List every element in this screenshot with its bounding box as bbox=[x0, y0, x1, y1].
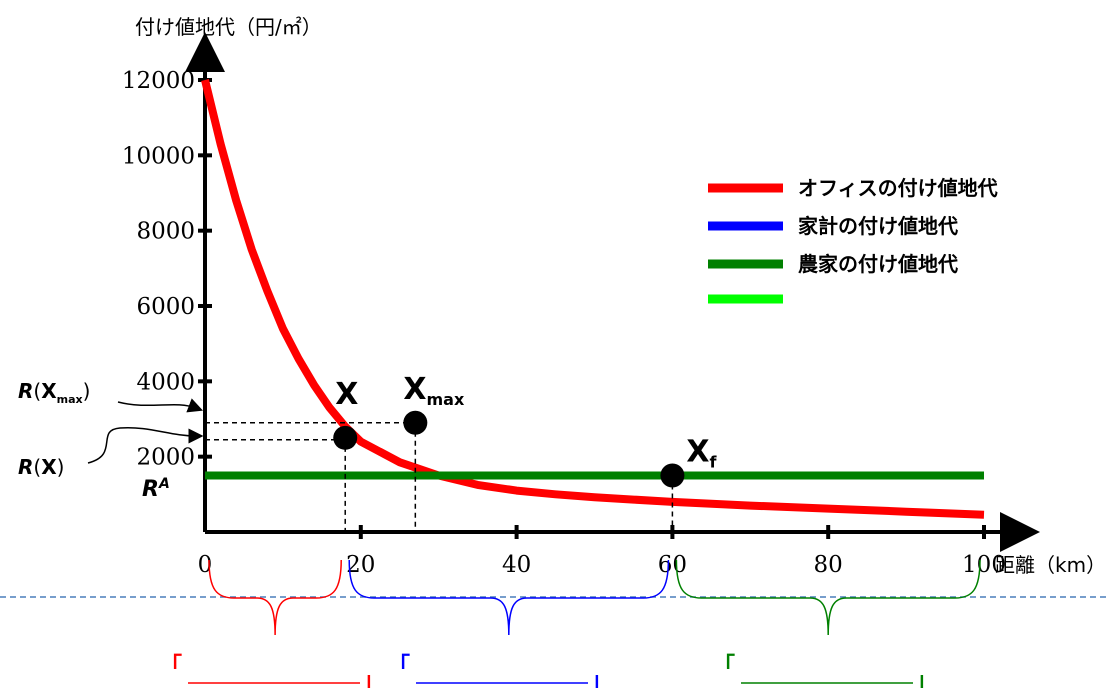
blank-open-bracket-2: 「 bbox=[713, 654, 735, 679]
r-xmax-arrow bbox=[117, 398, 204, 413]
point-label: X bbox=[335, 377, 358, 412]
y-tick-label: 8000 bbox=[136, 219, 195, 245]
blank-close-bracket-2: 」 bbox=[915, 669, 937, 688]
y-tick-label: 6000 bbox=[136, 294, 195, 320]
x-tick-label: 80 bbox=[814, 552, 843, 578]
y-tick-label: 4000 bbox=[136, 369, 195, 395]
r-a-label: RA bbox=[142, 476, 170, 502]
x-tick-label: 20 bbox=[346, 552, 375, 578]
point-label: Xf bbox=[686, 435, 717, 472]
point-label: Xmax bbox=[403, 372, 465, 409]
blank-close-bracket-0: 」 bbox=[362, 669, 384, 688]
y-tick-label: 12000 bbox=[122, 68, 195, 94]
blank-close-bracket-1: 」 bbox=[590, 669, 612, 688]
x-tick-label: 40 bbox=[502, 552, 531, 578]
blank-open-bracket-1: 「 bbox=[388, 654, 410, 679]
legend-label-2: 農家の付け値地代 bbox=[798, 252, 958, 276]
r-xmax-label: R(Xmax) bbox=[18, 379, 90, 406]
brace-0 bbox=[208, 559, 342, 636]
point-marker bbox=[403, 410, 428, 435]
blank-open-bracket-0: 「 bbox=[160, 654, 182, 679]
series-line-0 bbox=[201, 79, 985, 519]
y-axis-title: 付け値地代（円/㎡） bbox=[135, 15, 322, 39]
point-marker bbox=[333, 425, 358, 450]
point-marker bbox=[660, 463, 685, 488]
x-tick-label: 60 bbox=[658, 552, 687, 578]
y-tick-label: 2000 bbox=[136, 445, 195, 471]
x-axis-title: 距離（km） bbox=[995, 553, 1106, 577]
x-tick-label: 100 bbox=[962, 552, 1006, 578]
r-x-label: R(X) bbox=[18, 455, 64, 479]
x-tick-label: 0 bbox=[198, 552, 213, 578]
r-x-arrow bbox=[87, 426, 204, 464]
brace-1 bbox=[348, 559, 670, 636]
brace-2 bbox=[675, 559, 981, 636]
legend-label-1: 家計の付け値地代 bbox=[798, 214, 958, 238]
legend-label-0: オフィスの付け値地代 bbox=[798, 176, 998, 200]
y-tick-label: 10000 bbox=[122, 143, 195, 169]
